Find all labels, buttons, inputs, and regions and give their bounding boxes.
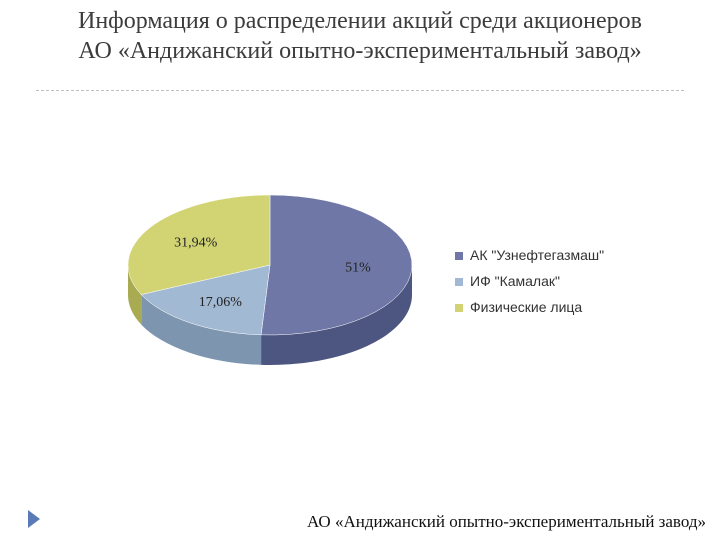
footer-text: АО «Андижанский опытно-экспериментальный… xyxy=(306,512,706,531)
legend-swatch-2 xyxy=(455,278,463,286)
pie-side-1 xyxy=(261,265,412,366)
page-title: Информация о распределении акций среди а… xyxy=(0,6,720,66)
legend-entry-2: ИФ "Камалак" xyxy=(470,273,560,289)
pie-side-3 xyxy=(128,265,142,325)
pie-side-2 xyxy=(141,294,262,365)
pie-slice-2 xyxy=(140,264,271,336)
legend-entry-1: АК "Узнефтегазмаш" xyxy=(470,247,604,263)
data-label-3: 31,94% xyxy=(174,236,218,251)
title-divider xyxy=(36,90,684,91)
legend-swatch-1 xyxy=(455,252,463,260)
pie-side-walls xyxy=(128,265,412,366)
legend-swatch-3 xyxy=(455,304,463,312)
legend-entry-3: Физические лица xyxy=(470,299,582,315)
data-label-1: 51% xyxy=(345,260,371,275)
title-line-2: АО «Андижанский опытно-экспериментальный… xyxy=(78,38,642,64)
legend: АК "Узнефтегазмаш" ИФ "Камалак" Физические… xyxy=(455,247,604,315)
pie-slice-3 xyxy=(127,194,271,295)
title-line-1: Информация о распределении акций среди а… xyxy=(78,8,642,34)
triangle-arrow-icon xyxy=(28,510,40,528)
pie-slice-1 xyxy=(260,194,413,336)
data-label-2: 17,06% xyxy=(199,295,243,310)
